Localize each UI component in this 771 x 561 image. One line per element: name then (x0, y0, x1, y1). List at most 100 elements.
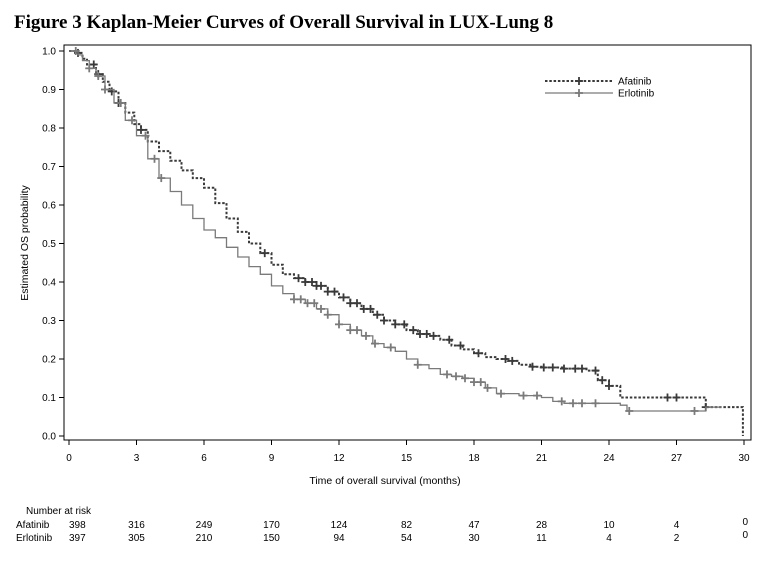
afatinib-censor-mark (474, 349, 483, 358)
afatinib-censor-mark (346, 299, 355, 308)
x-axis-label: Time of overall survival (months) (309, 475, 460, 487)
erlotinib-censor-mark (557, 397, 566, 406)
afatinib-censor-mark (605, 381, 613, 390)
erlotinib-censor-mark (690, 406, 699, 415)
risk-count: 316 (128, 520, 145, 531)
legend-label: Afatinib (618, 77, 652, 88)
risk-count: 28 (536, 520, 548, 531)
erlotinib-censor-mark (353, 326, 361, 335)
afatinib-censor-mark (429, 331, 438, 340)
afatinib-censor-mark (359, 304, 368, 313)
risk-count: 0 (742, 517, 748, 528)
risk-count: 305 (128, 533, 145, 544)
y-tick-label: 0.8 (42, 124, 56, 135)
erlotinib-censor-mark (578, 399, 586, 408)
erlotinib-censor-mark (591, 399, 600, 408)
y-tick-label: 0.5 (42, 239, 56, 250)
legend-item-erlotinib: Erlotinib (545, 89, 655, 100)
y-tick-label: 0.9 (42, 85, 56, 96)
erlotinib-censor-mark (296, 295, 305, 304)
x-tick-label: 0 (66, 453, 72, 464)
y-tick-label: 0.3 (42, 316, 56, 327)
survival-curves (69, 47, 744, 436)
risk-count: 210 (196, 533, 213, 544)
afatinib-censor-mark (598, 376, 607, 385)
erlotinib-censor-mark (310, 299, 319, 308)
afatinib-censor-mark (339, 293, 348, 302)
x-tick-label: 18 (468, 453, 480, 464)
afatinib-censor-mark (294, 274, 303, 283)
erlotinib-curve (69, 50, 722, 412)
y-tick-label: 1.0 (42, 47, 56, 58)
afatinib-censor-mark (330, 287, 339, 296)
risk-count: 94 (333, 533, 345, 544)
erlotinib-censor-mark (470, 378, 478, 387)
risk-count: 47 (468, 520, 480, 531)
y-tick-label: 0.7 (42, 162, 56, 173)
afatinib-censor-mark (137, 125, 145, 134)
risk-count: 54 (401, 533, 413, 544)
afatinib-censor-mark (323, 287, 332, 296)
risk-count: 0 (742, 530, 748, 541)
x-tick-label: 27 (671, 453, 683, 464)
risk-count: 30 (468, 533, 480, 544)
erlotinib-censor-mark (625, 406, 634, 415)
afatinib-censor-mark (380, 316, 388, 325)
risk-row-label: Afatinib (16, 520, 50, 531)
x-tick-label: 12 (333, 453, 345, 464)
erlotinib-censor-mark (519, 391, 528, 400)
afatinib-censor-mark (578, 364, 586, 373)
risk-table-title: Number at risk (26, 506, 92, 517)
afatinib-censor-mark (366, 304, 375, 313)
erlotinib-censor-mark (362, 331, 370, 340)
erlotinib-censor-mark (533, 391, 541, 400)
erlotinib-censor-mark (413, 360, 422, 369)
x-tick-label: 21 (536, 453, 548, 464)
erlotinib-censor-mark (317, 304, 325, 313)
afatinib-censor-mark (560, 364, 568, 373)
afatinib-censor-mark (373, 310, 382, 319)
erlotinib-censor-mark (386, 343, 395, 352)
risk-count: 170 (263, 520, 280, 531)
erlotinib-censor-mark (569, 399, 577, 408)
afatinib-censor-mark (548, 363, 557, 372)
x-tick-label: 6 (201, 453, 207, 464)
erlotinib-censor-mark (157, 174, 166, 183)
afatinib-censor-mark (260, 249, 269, 258)
afatinib-censor-mark (391, 320, 400, 329)
risk-count: 2 (674, 533, 680, 544)
risk-count: 397 (69, 533, 86, 544)
erlotinib-censor-mark (94, 72, 103, 81)
afatinib-censor-mark (301, 278, 310, 286)
risk-row-label: Erlotinib (16, 533, 53, 544)
erlotinib-censor-mark (497, 389, 505, 398)
x-axis: 0 3 6 9 12 15 18 21 24 27 30 (66, 440, 750, 464)
erlotinib-censor-mark (150, 154, 159, 163)
legend-item-afatinib: Afatinib (545, 77, 652, 88)
y-tick-label: 0.4 (42, 278, 56, 289)
erlotinib-censor-mark (128, 116, 136, 125)
risk-count: 4 (674, 520, 680, 531)
erlotinib-censor-mark (483, 383, 492, 392)
afatinib-censor-mark (501, 355, 510, 363)
erlotinib-censor-mark (371, 339, 379, 348)
x-tick-label: 24 (603, 453, 615, 464)
erlotinib-censor-mark (452, 372, 460, 381)
erlotinib-censor-mark (101, 85, 109, 94)
afatinib-censor-mark (353, 299, 361, 308)
risk-count: 150 (263, 533, 280, 544)
risk-count: 249 (196, 520, 213, 531)
y-tick-label: 0.0 (42, 432, 56, 443)
afatinib-censor-mark (445, 335, 454, 344)
x-tick-label: 15 (401, 453, 413, 464)
plot-frame (63, 44, 752, 441)
afatinib-censor-mark (400, 320, 409, 329)
afatinib-censor-mark (539, 363, 548, 372)
afatinib-censor-mark (317, 281, 325, 290)
afatinib-censor-mark (416, 329, 424, 338)
risk-count: 10 (603, 520, 615, 531)
afatinib-censor-mark (591, 366, 600, 375)
erlotinib-censor-mark (323, 310, 332, 319)
afatinib-censor-mark (571, 364, 580, 373)
